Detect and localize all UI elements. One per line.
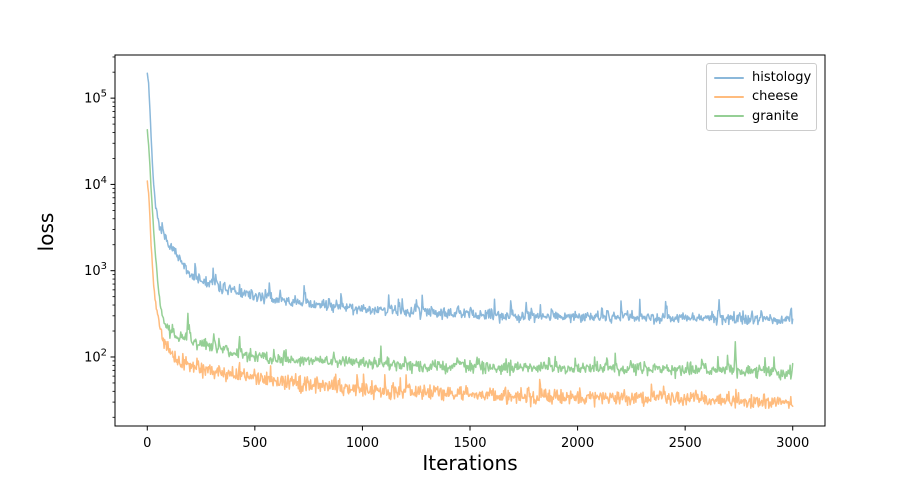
legend-item-cheese: cheese	[707, 90, 816, 103]
series-line-granite	[146, 128, 794, 381]
legend-label: cheese	[752, 89, 799, 105]
legend-item-histology: histology	[707, 71, 816, 84]
legend-line-sample	[714, 76, 744, 79]
x-tick-label: 1000	[346, 436, 379, 451]
x-tick-label: 0	[143, 436, 151, 451]
y-tick-label: 103	[84, 261, 107, 279]
y-tick-label: 105	[84, 89, 107, 107]
y-tick-label: 102	[84, 347, 107, 365]
legend-label: histology	[752, 70, 812, 86]
x-tick-label: 3000	[776, 436, 809, 451]
legend-label: granite	[752, 108, 799, 124]
legend-line-sample	[714, 115, 744, 118]
legend: histology cheese granite	[706, 63, 817, 131]
legend-line-sample	[714, 95, 744, 98]
x-tick-label: 2000	[561, 436, 594, 451]
y-tick-label: 104	[84, 175, 107, 193]
x-tick-label: 500	[242, 436, 267, 451]
series-line-cheese	[146, 180, 794, 410]
x-axis-label: Iterations	[422, 451, 518, 475]
series-line-histology	[146, 72, 794, 326]
legend-item-granite: granite	[707, 110, 816, 123]
y-axis-label: loss	[34, 212, 58, 252]
x-tick-label: 2500	[669, 436, 702, 451]
x-tick-label: 1500	[453, 436, 486, 451]
